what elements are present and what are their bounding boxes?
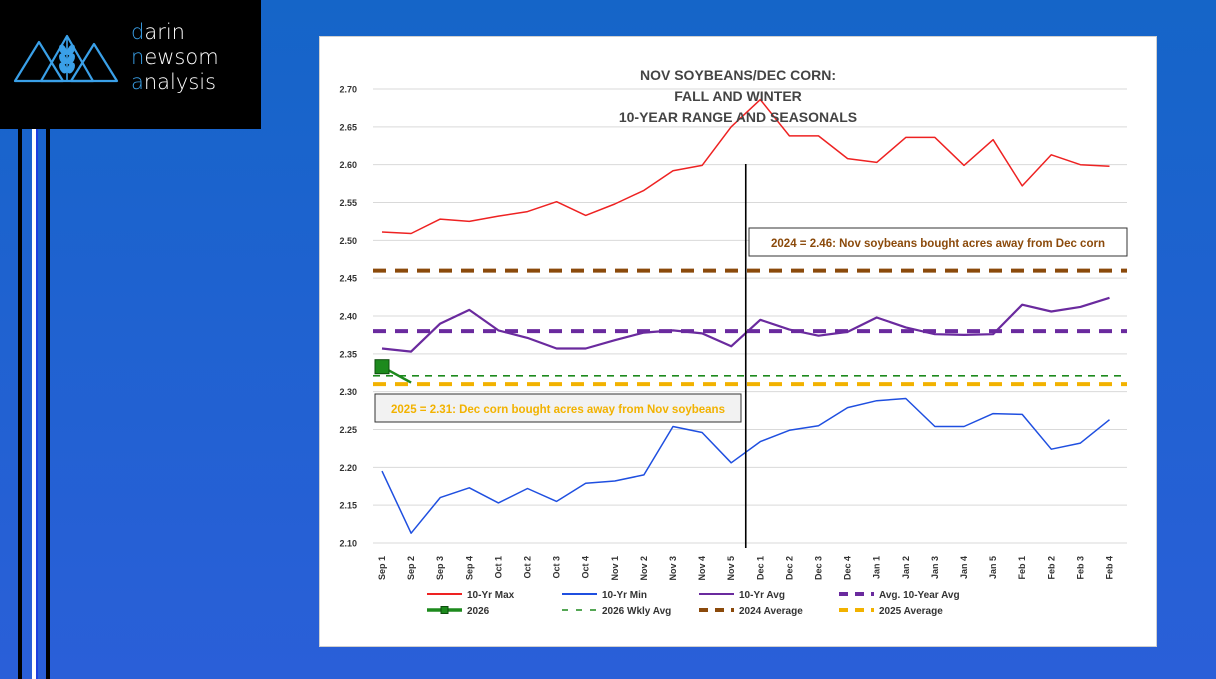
x-tick-label: Jan 1 xyxy=(872,556,882,579)
brand-word: arin xyxy=(144,20,185,44)
mountains-wheat-icon xyxy=(13,34,119,83)
chart-card: 2024 = 2.46: Nov soybeans bought acres a… xyxy=(319,36,1157,647)
brand-word: ewsom xyxy=(144,45,219,69)
y-tick-label: 2.15 xyxy=(339,501,357,511)
x-tick-label: Jan 5 xyxy=(988,556,998,579)
chart-title-line: 10-YEAR RANGE AND SEASONALS xyxy=(619,109,857,125)
brand-letter: n xyxy=(131,45,145,69)
legend-label: 10-Yr Max xyxy=(467,590,515,601)
legend-label: 2026 xyxy=(467,606,490,617)
brand-line-1: darin xyxy=(131,20,219,45)
x-tick-label: Feb 4 xyxy=(1105,556,1115,580)
brand-letter: d xyxy=(131,20,145,44)
y-tick-label: 2.20 xyxy=(339,463,357,473)
x-tick-label: Nov 4 xyxy=(697,556,707,581)
logo-panel: darin newsom analysis xyxy=(0,0,261,129)
x-tick-label: Dec 2 xyxy=(784,556,794,580)
annotation-2025: 2025 = 2.31: Dec corn bought acres away … xyxy=(391,404,725,416)
x-tick-label: Dec 3 xyxy=(814,556,824,580)
x-tick-label: Sep 1 xyxy=(377,556,387,580)
y-tick-label: 2.55 xyxy=(339,198,357,208)
x-tick-label: Sep 2 xyxy=(406,556,416,580)
legend-label: 2024 Average xyxy=(739,606,803,617)
x-tick-label: Jan 3 xyxy=(930,556,940,579)
x-tick-label: Nov 3 xyxy=(668,556,678,581)
annotation-box xyxy=(374,393,742,423)
legend-label: 2026 Wkly Avg xyxy=(602,606,671,617)
x-tick-label: Nov 1 xyxy=(610,556,620,581)
y-tick-label: 2.45 xyxy=(339,274,357,284)
annotation-box xyxy=(748,227,1128,257)
legend-label: 10-Yr Min xyxy=(602,590,647,601)
series-line xyxy=(381,98,1110,235)
brand-word: nalysis xyxy=(143,70,217,94)
brand-line-3: analysis xyxy=(131,70,219,95)
x-tick-label: Oct 1 xyxy=(493,556,503,579)
y-tick-label: 2.25 xyxy=(339,425,357,435)
y-tick-label: 2.60 xyxy=(339,160,357,170)
decorative-bar xyxy=(32,129,36,679)
x-tick-label: Feb 1 xyxy=(1017,556,1027,580)
x-tick-label: Oct 3 xyxy=(552,556,562,579)
x-tick-label: Feb 2 xyxy=(1046,556,1056,580)
x-tick-label: Feb 3 xyxy=(1075,556,1085,580)
chart: 2024 = 2.46: Nov soybeans bought acres a… xyxy=(319,36,1157,647)
y-tick-label: 2.50 xyxy=(339,236,357,246)
legend-label: Avg. 10-Year Avg xyxy=(879,590,960,601)
y-tick-label: 2.65 xyxy=(339,122,357,132)
y-tick-label: 2.10 xyxy=(339,539,357,549)
y-tick-label: 2.40 xyxy=(339,312,357,322)
brand-wordmark: darin newsom analysis xyxy=(131,20,219,95)
x-tick-label: Dec 1 xyxy=(755,556,765,580)
legend-label: 2025 Average xyxy=(879,606,943,617)
legend-swatch-marker xyxy=(440,606,449,614)
x-tick-label: Sep 4 xyxy=(464,556,474,580)
x-tick-label: Nov 5 xyxy=(726,556,736,581)
decorative-bar xyxy=(36,129,38,679)
x-tick-label: Dec 4 xyxy=(843,556,853,580)
y-tick-label: 2.35 xyxy=(339,349,357,359)
y-tick-label: 2.70 xyxy=(339,85,357,95)
annotation-2024: 2024 = 2.46: Nov soybeans bought acres a… xyxy=(771,238,1105,250)
x-tick-label: Jan 2 xyxy=(901,556,911,579)
brand-line-2: newsom xyxy=(131,45,219,70)
x-tick-label: Oct 4 xyxy=(581,556,591,579)
x-tick-label: Oct 2 xyxy=(523,556,533,579)
x-tick-label: Nov 2 xyxy=(639,556,649,581)
brand-letter: a xyxy=(131,70,144,94)
legend-label: 10-Yr Avg xyxy=(739,590,785,601)
series-marker xyxy=(374,359,390,375)
x-tick-label: Jan 4 xyxy=(959,556,969,579)
decorative-bar xyxy=(18,129,22,679)
chart-title-line: FALL AND WINTER xyxy=(674,88,802,104)
decorative-bar xyxy=(46,129,50,679)
chart-title-line: NOV SOYBEANS/DEC CORN: xyxy=(640,67,836,83)
x-tick-label: Sep 3 xyxy=(435,556,445,580)
y-tick-label: 2.30 xyxy=(339,387,357,397)
